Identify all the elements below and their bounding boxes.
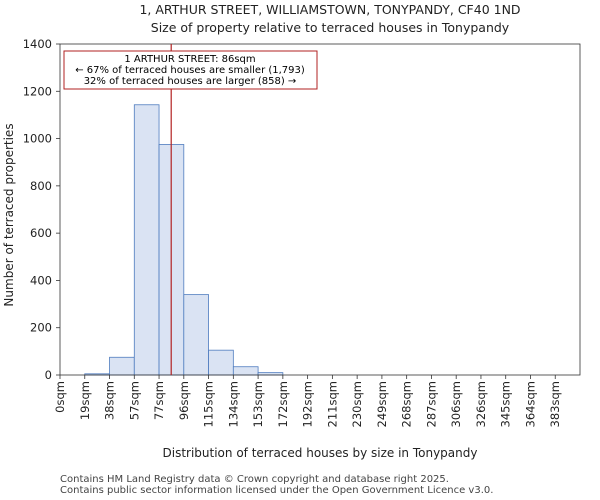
annotation-line-1: 1 ARTHUR STREET: 86sqm xyxy=(124,54,255,65)
x-tick-label: 326sqm xyxy=(474,381,488,427)
bar-115sqm xyxy=(208,349,234,376)
y-axis-label: Number of terraced properties xyxy=(2,123,16,306)
x-tick-label: 57sqm xyxy=(127,381,141,420)
x-tick-label: 134sqm xyxy=(226,381,240,427)
y-tick-label: 1000 xyxy=(23,132,52,146)
x-tick-label: 287sqm xyxy=(424,381,438,427)
y-tick-label: 1400 xyxy=(23,37,52,51)
x-axis-ticks: 0sqm 19sqm 38sqm 57sqm 77sqm 96sqm 115sqm 134sq… xyxy=(53,375,562,427)
x-tick-label: 249sqm xyxy=(375,381,389,427)
x-tick-label: 77sqm xyxy=(152,381,166,420)
bar-38sqm xyxy=(109,356,135,376)
footer-line-2: Contains public sector information licen… xyxy=(60,485,494,496)
x-tick-label: 211sqm xyxy=(325,381,339,427)
plot-frame xyxy=(59,43,581,376)
x-tick-label: 345sqm xyxy=(499,381,513,427)
chart-title: 1, ARTHUR STREET, WILLIAMSTOWN, TONYPAND… xyxy=(139,2,520,17)
y-tick-label: 200 xyxy=(30,321,52,335)
x-tick-label: 96sqm xyxy=(177,381,191,420)
x-tick-label: 19sqm xyxy=(78,381,92,420)
annotation-box: 1 ARTHUR STREET: 86sqm ← 67% of terraced… xyxy=(63,50,318,90)
x-tick-label: 115sqm xyxy=(202,381,216,427)
y-tick-label: 0 xyxy=(45,368,52,382)
x-tick-label: 172sqm xyxy=(276,381,290,427)
annotation-line-2: ← 67% of terraced houses are smaller (1,… xyxy=(75,65,305,76)
x-tick-label: 38sqm xyxy=(103,381,117,420)
x-tick-label: 383sqm xyxy=(548,381,562,427)
chart-subtitle: Size of property relative to terraced ho… xyxy=(151,20,510,35)
annotation-frame xyxy=(63,50,318,90)
x-tick-label: 153sqm xyxy=(251,381,265,427)
x-tick-label: 268sqm xyxy=(400,381,414,427)
x-axis-label: Distribution of terraced houses by size … xyxy=(163,446,478,460)
y-axis-ticks: 0 200 400 600 800 1000 1200 1400 xyxy=(23,37,60,382)
bar-57sqm xyxy=(133,104,160,376)
x-tick-label: 192sqm xyxy=(301,381,315,427)
x-tick-label: 230sqm xyxy=(350,381,364,427)
bar-96sqm xyxy=(183,294,209,376)
bar-134sqm xyxy=(232,366,259,376)
y-tick-label: 600 xyxy=(30,226,52,240)
annotation-line-3: 32% of terraced houses are larger (858) … xyxy=(84,76,297,87)
y-tick-label: 400 xyxy=(30,273,52,287)
bars xyxy=(84,104,284,376)
y-tick-label: 800 xyxy=(30,179,52,193)
x-tick-label: 364sqm xyxy=(523,381,537,427)
footer-line-1: Contains HM Land Registry data © Crown c… xyxy=(60,474,449,485)
x-tick-label: 0sqm xyxy=(53,381,67,413)
x-tick-label: 306sqm xyxy=(449,381,463,427)
y-tick-label: 1200 xyxy=(23,84,52,98)
